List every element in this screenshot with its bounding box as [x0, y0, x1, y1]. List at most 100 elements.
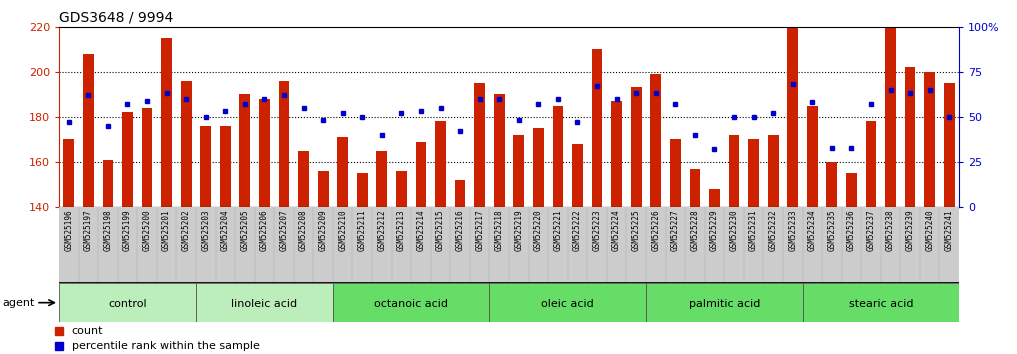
- Text: GSM525229: GSM525229: [710, 209, 719, 251]
- Text: GSM525222: GSM525222: [573, 209, 582, 251]
- Bar: [239, 94, 250, 207]
- Text: GSM525209: GSM525209: [318, 209, 327, 251]
- Bar: [514, 135, 524, 207]
- Bar: [259, 99, 270, 207]
- Text: GSM525240: GSM525240: [925, 209, 935, 251]
- Text: GSM525199: GSM525199: [123, 209, 132, 251]
- Text: GSM525224: GSM525224: [612, 209, 621, 251]
- Bar: [552, 105, 563, 207]
- Bar: [376, 151, 387, 207]
- Bar: [709, 189, 720, 207]
- Bar: [573, 144, 583, 207]
- Text: GSM525207: GSM525207: [280, 209, 289, 251]
- Bar: [416, 142, 426, 207]
- Bar: [865, 121, 877, 207]
- Text: GSM525216: GSM525216: [456, 209, 465, 251]
- Text: GSM525203: GSM525203: [201, 209, 211, 251]
- Text: octanoic acid: octanoic acid: [374, 299, 448, 309]
- Bar: [631, 87, 642, 207]
- Bar: [396, 171, 407, 207]
- Bar: [533, 128, 544, 207]
- Bar: [63, 139, 74, 207]
- Text: GSM525211: GSM525211: [358, 209, 367, 251]
- Bar: [802, 283, 959, 322]
- Text: oleic acid: oleic acid: [541, 299, 594, 309]
- Text: GDS3648 / 9994: GDS3648 / 9994: [59, 11, 173, 25]
- Text: GSM525219: GSM525219: [515, 209, 524, 251]
- Text: GSM525236: GSM525236: [847, 209, 856, 251]
- Text: agent: agent: [2, 298, 35, 308]
- Bar: [279, 81, 290, 207]
- Text: GSM525200: GSM525200: [142, 209, 152, 251]
- Text: GSM525237: GSM525237: [866, 209, 876, 251]
- Bar: [749, 139, 759, 207]
- Bar: [944, 83, 955, 207]
- Text: GSM525220: GSM525220: [534, 209, 543, 251]
- Bar: [806, 105, 818, 207]
- Bar: [651, 74, 661, 207]
- Text: GSM525198: GSM525198: [104, 209, 113, 251]
- Bar: [196, 283, 333, 322]
- Bar: [83, 54, 94, 207]
- Bar: [122, 112, 133, 207]
- Text: GSM525233: GSM525233: [788, 209, 797, 251]
- Text: palmitic acid: palmitic acid: [689, 299, 760, 309]
- Bar: [298, 151, 309, 207]
- Text: percentile rank within the sample: percentile rank within the sample: [71, 342, 259, 352]
- Text: GSM525241: GSM525241: [945, 209, 954, 251]
- Bar: [435, 121, 445, 207]
- Text: control: control: [108, 299, 146, 309]
- Text: GSM525234: GSM525234: [807, 209, 817, 251]
- Text: GSM525223: GSM525223: [593, 209, 602, 251]
- Bar: [924, 72, 935, 207]
- Text: GSM525202: GSM525202: [182, 209, 190, 251]
- Bar: [181, 81, 191, 207]
- Text: GSM525212: GSM525212: [377, 209, 386, 251]
- Bar: [592, 49, 602, 207]
- Text: GSM525204: GSM525204: [221, 209, 230, 251]
- Bar: [357, 173, 367, 207]
- Bar: [489, 283, 646, 322]
- Bar: [474, 83, 485, 207]
- Bar: [690, 169, 701, 207]
- Bar: [768, 135, 779, 207]
- Bar: [455, 180, 466, 207]
- Text: GSM525238: GSM525238: [886, 209, 895, 251]
- Text: GSM525232: GSM525232: [769, 209, 778, 251]
- Bar: [141, 108, 153, 207]
- Bar: [846, 173, 856, 207]
- Bar: [103, 160, 113, 207]
- Text: GSM525228: GSM525228: [691, 209, 700, 251]
- Text: GSM525225: GSM525225: [632, 209, 641, 251]
- Text: GSM525214: GSM525214: [416, 209, 425, 251]
- Text: GSM525226: GSM525226: [651, 209, 660, 251]
- Text: GSM525235: GSM525235: [828, 209, 836, 251]
- Bar: [338, 137, 348, 207]
- Bar: [646, 283, 802, 322]
- Text: GSM525231: GSM525231: [750, 209, 758, 251]
- Text: GSM525208: GSM525208: [299, 209, 308, 251]
- Text: GSM525217: GSM525217: [475, 209, 484, 251]
- Bar: [905, 67, 915, 207]
- Bar: [333, 283, 489, 322]
- Bar: [162, 38, 172, 207]
- Text: GSM525197: GSM525197: [83, 209, 93, 251]
- Text: GSM525206: GSM525206: [260, 209, 268, 251]
- Text: count: count: [71, 326, 103, 336]
- Text: GSM525201: GSM525201: [162, 209, 171, 251]
- Bar: [200, 126, 212, 207]
- Text: GSM525205: GSM525205: [240, 209, 249, 251]
- Bar: [827, 162, 837, 207]
- Text: linoleic acid: linoleic acid: [232, 299, 298, 309]
- Bar: [317, 171, 328, 207]
- Bar: [885, 27, 896, 207]
- Text: GSM525213: GSM525213: [397, 209, 406, 251]
- Bar: [220, 126, 231, 207]
- Text: GSM525221: GSM525221: [553, 209, 562, 251]
- Text: GSM525230: GSM525230: [729, 209, 738, 251]
- Text: stearic acid: stearic acid: [848, 299, 913, 309]
- Bar: [787, 27, 798, 207]
- Text: GSM525227: GSM525227: [671, 209, 679, 251]
- Text: GSM525218: GSM525218: [494, 209, 503, 251]
- Bar: [670, 139, 680, 207]
